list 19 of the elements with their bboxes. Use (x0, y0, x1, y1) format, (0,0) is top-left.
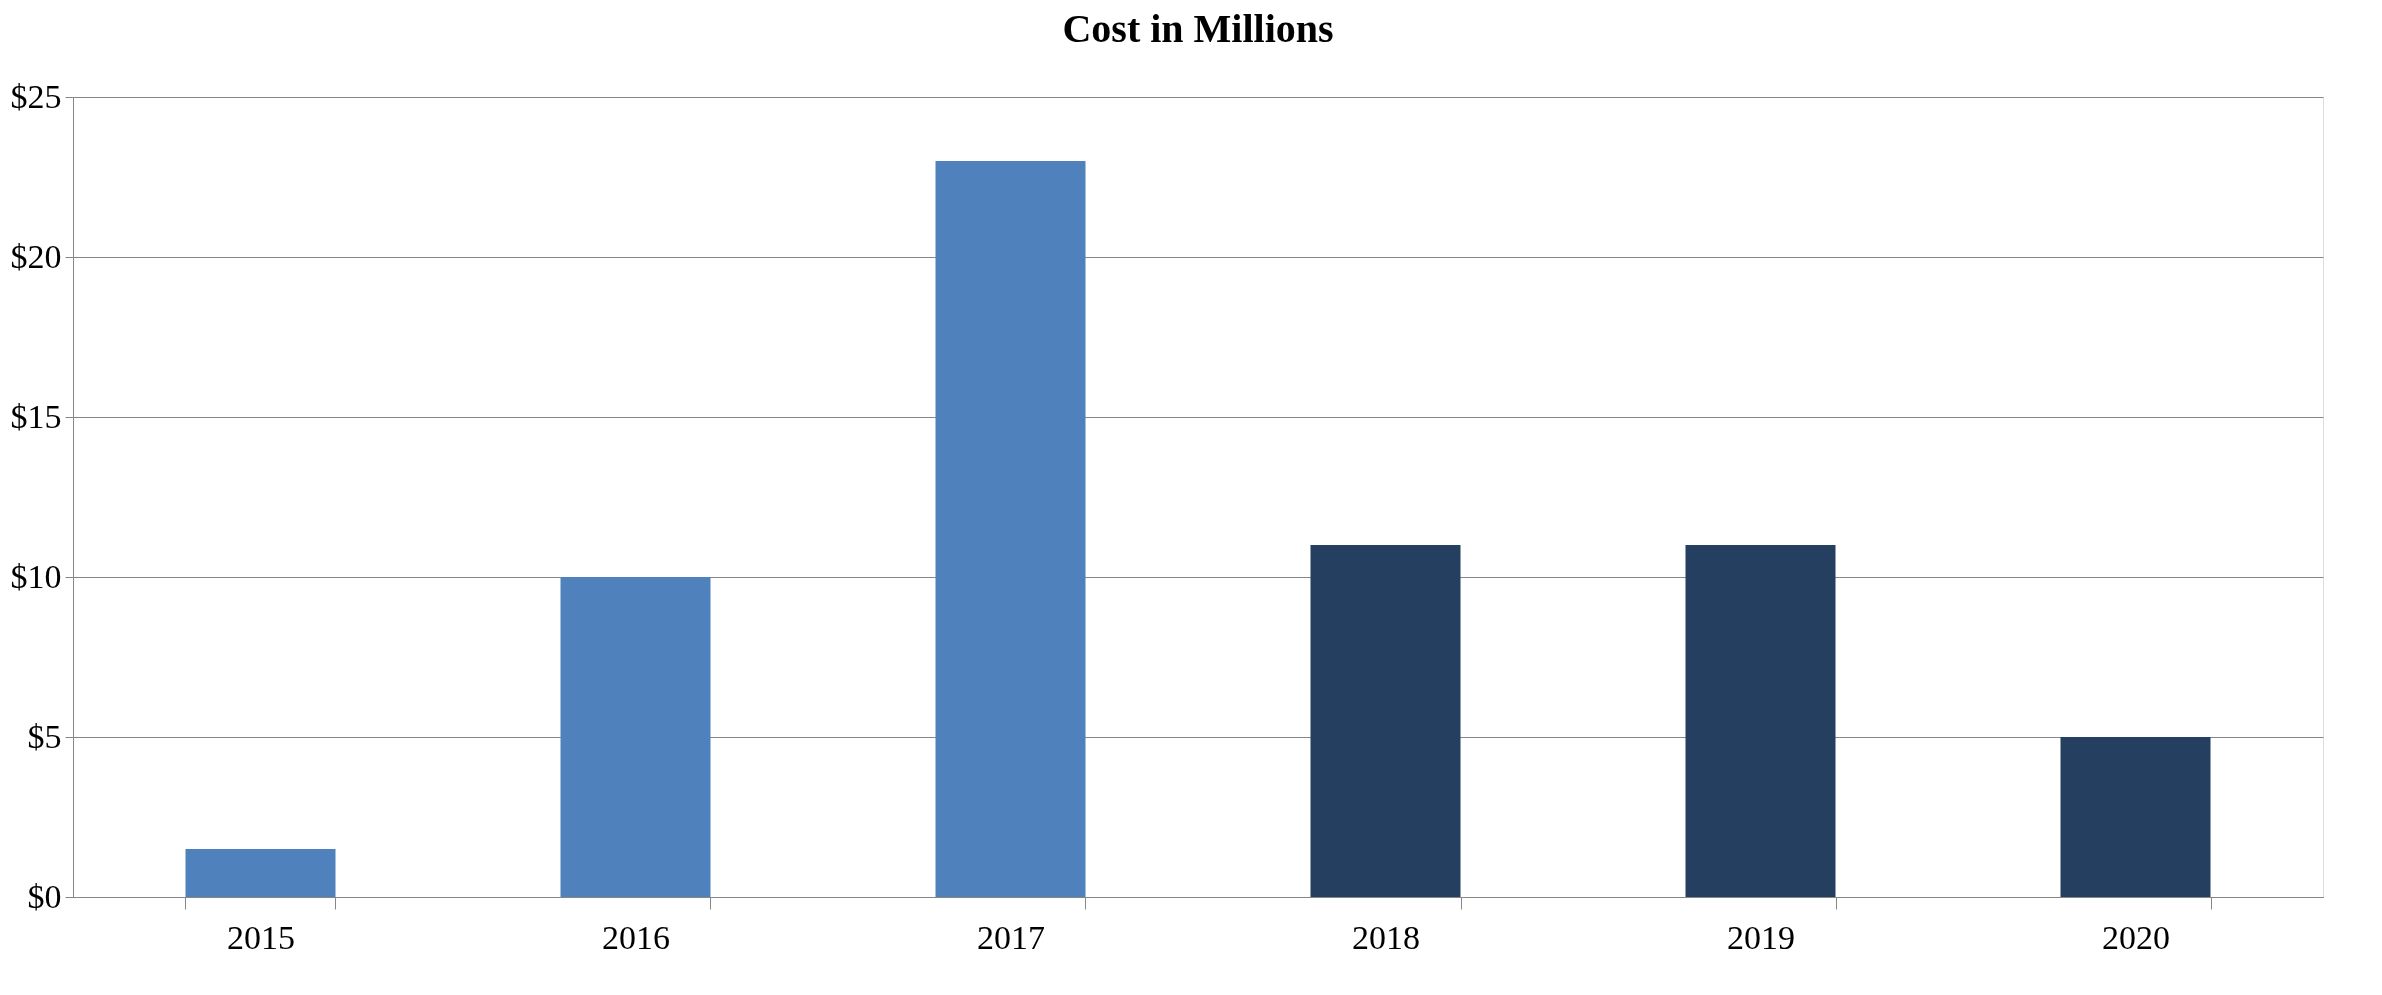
y-tick-label: $20 (10, 237, 62, 275)
chart-title: Cost in Millions (1062, 6, 1334, 51)
y-tick-label: $10 (10, 557, 62, 595)
y-tick-label: $15 (10, 397, 62, 435)
bar (1310, 545, 1461, 897)
x-tick-label: 2018 (1352, 918, 1420, 956)
x-tick-label: 2019 (1727, 918, 1795, 956)
x-tick-label: 2015 (227, 918, 295, 956)
y-tick-label: $0 (27, 877, 62, 915)
x-tick-label: 2017 (977, 918, 1045, 956)
x-tick-label: 2020 (2102, 918, 2170, 956)
y-tick-label: $25 (10, 77, 62, 115)
bar (2060, 737, 2211, 897)
x-tick-label: 2016 (602, 918, 670, 956)
bar (1685, 545, 1836, 897)
y-tick-label: $5 (27, 717, 62, 755)
bar (560, 577, 711, 897)
bar (185, 849, 336, 897)
bar (935, 161, 1086, 897)
